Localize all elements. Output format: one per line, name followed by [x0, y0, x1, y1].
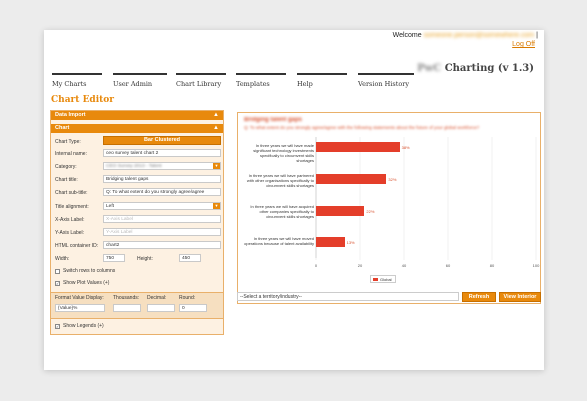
title-alignment-value: Left — [106, 204, 115, 209]
chart-title: Bridging talent gaps — [244, 117, 303, 123]
internal-name-input[interactable]: ceo survey talent chart 2 — [103, 149, 221, 157]
y-axis-label: Y-Axis Label: — [55, 230, 84, 236]
data-import-header[interactable]: Data Import ▲ — [51, 111, 223, 120]
chevron-down-icon: ▼ — [213, 203, 220, 209]
nav-chart-library[interactable]: Chart Library — [176, 73, 226, 93]
chart-subtitle-input[interactable]: Q: To what extent do you strongly agree/… — [103, 188, 221, 196]
bar — [316, 142, 400, 152]
width-label: Width: — [55, 256, 70, 262]
chart-title-input[interactable]: Bridging talent gaps — [103, 175, 221, 183]
nav-templates[interactable]: Templates — [236, 73, 286, 93]
html-container-label: HTML container ID: — [55, 243, 99, 249]
chart-subtitle: Q: To what extent do you strongly agree/… — [244, 125, 480, 130]
y-axis-input[interactable]: Y-Axis Label — [103, 228, 221, 236]
nav-my-charts[interactable]: My Charts — [52, 73, 102, 93]
main-nav: My Charts User Admin Chart Library Templ… — [52, 73, 414, 93]
collapse-icon: ▲ — [213, 112, 219, 118]
chart-section-header[interactable]: Chart ▲ — [51, 124, 223, 133]
chart-legend: Global — [370, 275, 396, 283]
internal-name-label: Internal name: — [55, 151, 87, 157]
format-value-band: Format Value Display: Thousands: Decimal… — [51, 292, 223, 319]
decimal-label: Decimal: — [147, 295, 167, 301]
bar-value-label: 38% — [401, 145, 410, 150]
welcome-line: Welcome someone.person@somewhere.com | — [393, 32, 538, 39]
chart-type-label: Chart Type: — [55, 139, 81, 145]
round-label: Round: — [179, 295, 196, 301]
bar-value-label: 22% — [366, 209, 375, 214]
category-label: In three years we will have moved operat… — [244, 236, 314, 246]
show-legends-checkbox[interactable]: ✓ — [55, 324, 60, 329]
chart-preview: Bridging talent gaps Q: To what extent d… — [237, 112, 541, 304]
x-tick-label: 80 — [489, 263, 495, 268]
format-value-input[interactable]: {Value}% — [55, 304, 105, 312]
data-import-label: Data Import — [55, 112, 86, 118]
territory-select[interactable]: --Select a territory/industry-- — [237, 292, 459, 301]
app-title: PwC Charting (v 1.3) — [417, 63, 534, 74]
chart-section-label: Chart — [55, 125, 70, 131]
x-tick-label: 100 — [532, 263, 540, 268]
thousands-label: Thousands: — [113, 295, 140, 301]
logoff-link[interactable]: Log Off — [512, 41, 535, 48]
chart-settings-panel: Data Import ▲ Chart ▲ Chart Type: Bar Cl… — [50, 110, 224, 335]
category-label: Category: — [55, 164, 77, 170]
nav-help[interactable]: Help — [297, 73, 347, 93]
switch-rows-label: Switch rows to columns — [63, 268, 116, 274]
bar — [316, 174, 387, 184]
chart-title-label: Chart title: — [55, 177, 78, 183]
x-tick-label: 20 — [357, 263, 363, 268]
app-name: Charting (v 1.3) — [444, 63, 534, 74]
html-container-input[interactable]: chart2 — [103, 241, 221, 249]
show-legends-label: Show Legends (+) — [63, 323, 104, 329]
category-label: In three years we will have partnered wi… — [246, 173, 314, 188]
x-tick-label: 40 — [401, 263, 407, 268]
page-title: Chart Editor — [51, 95, 115, 105]
switch-rows-checkbox[interactable] — [55, 269, 60, 274]
nav-version-history[interactable]: Version History — [358, 73, 414, 93]
nav-user-admin[interactable]: User Admin — [113, 73, 167, 93]
app-brand: PwC — [417, 63, 442, 74]
x-tick-label: 0 — [314, 263, 318, 268]
height-label: Height: — [137, 256, 153, 262]
bar-value-label: 32% — [388, 177, 397, 182]
round-input[interactable]: 0 — [179, 304, 207, 312]
category-label: In three years we will have made signifi… — [253, 143, 314, 163]
x-axis-label: X-Axis Label: — [55, 217, 85, 223]
category-label: In three years we will have acquired oth… — [250, 204, 314, 219]
bar — [316, 237, 345, 247]
format-value-display-label: Format Value Display: — [55, 295, 104, 301]
title-alignment-select[interactable]: Left ▼ — [103, 202, 221, 210]
x-tick-label: 60 — [445, 263, 451, 268]
thousands-input[interactable] — [113, 304, 141, 312]
category-value: CEO Survey 2013 - Talent — [106, 164, 162, 169]
view-interior-button[interactable]: View Interior — [499, 292, 541, 302]
width-input[interactable]: 750 — [103, 254, 125, 262]
bar — [316, 206, 365, 216]
show-plot-values-label: Show Plot Values (+) — [63, 280, 110, 286]
app-window: Welcome someone.person@somewhere.com | L… — [44, 30, 544, 370]
title-alignment-label: Title alignment: — [55, 204, 89, 210]
chart-plot — [315, 137, 537, 260]
x-axis-input[interactable]: X-Axis Label — [103, 215, 221, 223]
legend-label: Global — [380, 277, 392, 282]
chart-subtitle-label: Chart sub-title: — [55, 190, 88, 196]
welcome-label: Welcome — [392, 32, 422, 39]
category-select[interactable]: CEO Survey 2013 - Talent ▼ — [103, 162, 221, 170]
refresh-button[interactable]: Refresh — [462, 292, 496, 302]
show-plot-values-checkbox[interactable]: ✓ — [55, 281, 60, 286]
bar-value-label: 13% — [346, 240, 355, 245]
height-input[interactable]: 450 — [179, 254, 201, 262]
user-email: someone.person@somewhere.com — [423, 32, 535, 39]
welcome-separator: | — [536, 32, 538, 39]
chart-type-button[interactable]: Bar Clustered — [103, 136, 221, 145]
legend-swatch — [373, 278, 378, 282]
decimal-input[interactable] — [147, 304, 175, 312]
collapse-icon: ▲ — [213, 125, 219, 131]
chevron-down-icon: ▼ — [213, 163, 220, 169]
